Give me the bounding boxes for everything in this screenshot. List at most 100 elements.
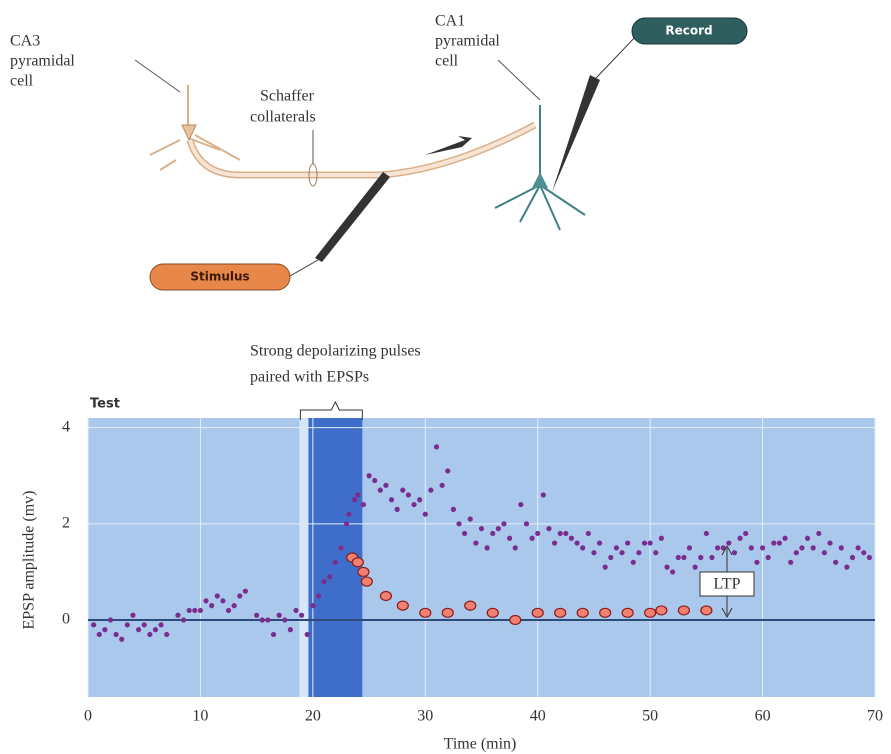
ca3-label: CA3 [10,33,40,50]
data-point [442,608,453,617]
y-tick-label: 0 [62,611,70,628]
data-point [232,603,237,608]
data-point [822,550,827,555]
data-point [737,536,742,541]
data-point [243,589,248,594]
data-point [361,577,372,586]
data-point [816,531,821,536]
data-point [344,521,349,526]
data-point [856,545,861,550]
data-point [327,574,332,579]
data-point [153,627,158,632]
data-point [192,608,197,613]
data-point [158,622,163,627]
data-point [867,555,872,560]
data-point [277,613,282,618]
data-point [603,565,608,570]
record-wire [596,32,640,78]
data-point [164,632,169,637]
data-point [726,540,731,545]
data-point [462,531,467,536]
annotation: Strong depolarizing pulses [250,343,421,360]
data-point [485,545,490,550]
data-point [760,545,765,550]
data-point [653,550,658,555]
data-point [709,555,714,560]
data-point [788,560,793,565]
record-label: Record [665,24,712,38]
bracket [300,402,362,420]
data-point [701,606,712,615]
data-point [187,608,192,613]
data-point [102,627,107,632]
neuron-diagram: Record Stimulus CA3 pyramidal cell CA1 p… [10,13,747,290]
data-point [510,616,521,625]
data-point [777,540,782,545]
data-point [507,536,512,541]
data-point [338,545,343,550]
ca3-soma [182,125,196,140]
data-point [293,608,298,613]
ca3-label: pyramidal [10,53,75,70]
data-point [827,540,832,545]
record-electrode [552,75,600,192]
data-point [130,613,135,618]
data-point [642,540,647,545]
data-point [226,608,231,613]
x-tick-label: 40 [530,708,546,725]
data-point [698,555,703,560]
data-point [743,531,748,536]
data-point [794,550,799,555]
data-point [648,540,653,545]
data-point [659,536,664,541]
data-point [397,601,408,610]
data-point [352,497,357,502]
data-point [400,488,405,493]
data-point [142,622,147,627]
data-point [732,550,737,555]
data-point [608,555,613,560]
data-point [656,606,667,615]
data-point [529,536,534,541]
data-point [625,540,630,545]
data-point [479,526,484,531]
figure: Record Stimulus CA3 pyramidal cell CA1 p… [0,0,891,754]
data-point [754,560,759,565]
data-point [681,555,686,560]
data-point [181,617,186,622]
y-tick-label: 2 [62,514,70,531]
data-point [428,488,433,493]
data-point [473,540,478,545]
data-point [670,569,675,574]
x-tick-label: 70 [867,708,883,725]
data-point [237,593,242,598]
data-point [125,622,130,627]
data-point [220,598,225,603]
data-point [271,632,276,637]
data-point [597,540,602,545]
data-point [434,444,439,449]
data-point [614,545,619,550]
data-point [782,536,787,541]
data-point [811,545,816,550]
data-point [355,492,360,497]
data-point [839,545,844,550]
stimulus-wire [290,260,318,276]
shaded-edge [299,418,308,697]
data-point [260,617,265,622]
data-point [209,603,214,608]
data-point [693,565,698,570]
data-point [299,613,304,618]
corner-label: Test [90,397,120,412]
ca1-label: cell [435,53,459,70]
ca1-label: pyramidal [435,33,500,50]
data-point [577,608,588,617]
x-tick-label: 10 [192,708,208,725]
x-tick-label: 30 [417,708,433,725]
data-point [586,531,591,536]
data-point [532,608,543,617]
ca3-label: cell [10,73,34,90]
ca1-soma [532,172,548,188]
data-point [265,617,270,622]
data-point [215,593,220,598]
